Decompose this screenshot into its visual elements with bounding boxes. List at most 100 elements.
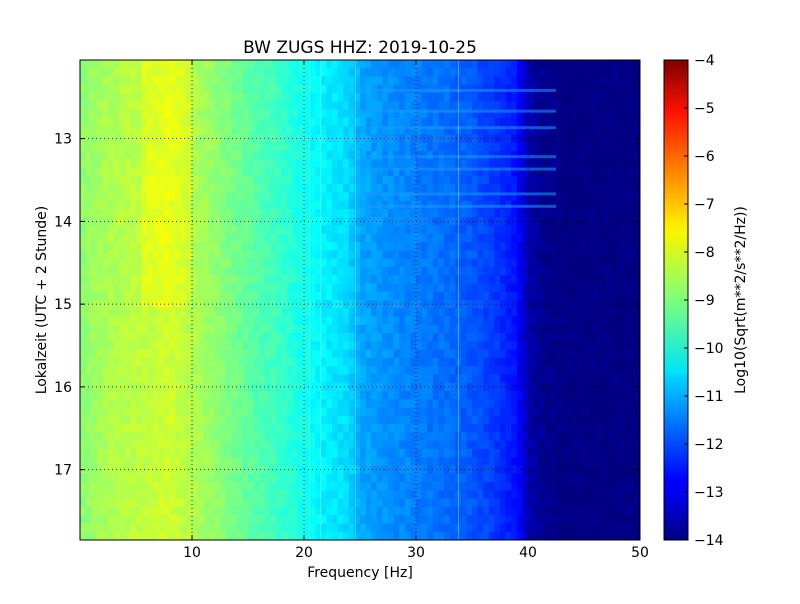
heatmap-cell xyxy=(236,415,243,425)
heatmap-cell xyxy=(628,440,635,450)
heatmap-cell xyxy=(220,349,227,359)
heatmap-cell xyxy=(337,184,344,194)
heatmap-cell xyxy=(500,175,507,185)
heatmap-cell xyxy=(516,60,523,69)
heatmap-cell xyxy=(147,349,154,359)
heatmap-cell xyxy=(488,333,495,342)
heatmap-cell xyxy=(522,93,529,102)
heatmap-cell xyxy=(337,266,344,276)
heatmap-cell xyxy=(292,432,299,442)
heatmap-cell xyxy=(410,391,417,400)
heatmap-cell xyxy=(96,275,103,285)
heatmap-cell xyxy=(315,93,322,102)
heatmap-cell xyxy=(488,399,495,409)
heatmap-cell xyxy=(477,415,484,425)
heatmap-cell xyxy=(371,432,378,442)
heatmap-cell xyxy=(208,291,215,301)
heatmap-cell xyxy=(382,225,389,235)
heatmap-cell xyxy=(584,167,591,177)
heatmap-cell xyxy=(449,60,456,69)
heatmap-cell xyxy=(533,291,540,301)
heatmap-cell xyxy=(236,349,243,359)
heatmap-cell xyxy=(113,167,120,177)
heatmap-cell xyxy=(225,225,232,235)
heatmap-cell xyxy=(595,324,602,334)
heatmap-cell xyxy=(236,233,243,243)
heatmap-cell xyxy=(315,242,322,251)
heatmap-cell xyxy=(477,366,484,376)
heatmap-cell xyxy=(264,84,271,94)
heatmap-cell xyxy=(192,424,199,434)
heatmap-cell xyxy=(220,357,227,367)
heatmap-cell xyxy=(360,349,367,359)
heatmap-cell xyxy=(236,308,243,318)
heatmap-cell xyxy=(231,366,238,376)
heatmap-cell xyxy=(108,175,115,185)
heatmap-cell xyxy=(175,242,182,251)
heatmap-cell xyxy=(186,68,193,78)
heatmap-cell xyxy=(186,134,193,144)
heatmap-cell xyxy=(108,151,115,160)
heatmap-cell xyxy=(119,440,126,450)
heatmap-cell xyxy=(197,291,204,301)
heatmap-cell xyxy=(287,93,294,102)
heatmap-cell xyxy=(438,68,445,78)
heatmap-cell xyxy=(343,333,350,342)
heatmap-cell xyxy=(270,159,277,169)
heatmap-cell xyxy=(119,333,126,342)
heatmap-cell xyxy=(130,457,137,467)
heatmap-cell xyxy=(404,175,411,185)
heatmap-cell xyxy=(348,192,355,202)
heatmap-cell xyxy=(152,440,159,450)
heatmap-cell xyxy=(186,316,193,326)
heatmap-cell xyxy=(320,200,327,210)
heatmap-cell xyxy=(208,225,215,235)
heatmap-cell xyxy=(298,308,305,318)
heatmap-cell xyxy=(623,117,630,127)
heatmap-cell xyxy=(348,341,355,351)
heatmap-cell xyxy=(600,275,607,285)
heatmap-cell xyxy=(186,308,193,318)
heatmap-cell xyxy=(231,200,238,210)
heatmap-cell xyxy=(203,101,210,111)
heatmap-cell xyxy=(203,84,210,94)
heatmap-cell xyxy=(304,76,311,86)
heatmap-cell xyxy=(315,415,322,425)
heatmap-cell xyxy=(421,349,428,359)
heatmap-cell xyxy=(147,93,154,102)
heatmap-cell xyxy=(556,316,563,326)
heatmap-cell xyxy=(634,415,640,425)
heatmap-cell xyxy=(80,283,87,293)
heatmap-cell xyxy=(466,184,473,194)
heatmap-cell xyxy=(298,333,305,342)
heatmap-cell xyxy=(96,217,103,227)
heatmap-cell xyxy=(511,250,518,260)
heatmap-cell xyxy=(494,167,501,177)
heatmap-cell xyxy=(360,142,367,152)
heatmap-cell xyxy=(416,432,423,442)
heatmap-cell xyxy=(231,382,238,392)
heatmap-cell xyxy=(130,391,137,400)
heatmap-cell xyxy=(124,159,131,169)
heatmap-cell xyxy=(348,93,355,102)
heatmap-cell xyxy=(298,242,305,251)
heatmap-cell xyxy=(416,266,423,276)
heatmap-cell xyxy=(494,101,501,111)
heatmap-cell xyxy=(136,159,143,169)
heatmap-cell xyxy=(96,258,103,268)
heatmap-cell xyxy=(220,250,227,260)
heatmap-cell xyxy=(203,68,210,78)
heatmap-cell xyxy=(444,465,451,475)
heatmap-cell xyxy=(455,242,462,251)
heatmap-cell xyxy=(348,126,355,136)
heatmap-cell xyxy=(578,399,585,409)
heatmap-cell xyxy=(376,217,383,227)
heatmap-cell xyxy=(404,291,411,301)
heatmap-cell xyxy=(528,341,535,351)
heatmap-cell xyxy=(141,308,148,318)
heatmap-cell xyxy=(472,440,479,450)
heatmap-cell xyxy=(612,399,619,409)
heatmap-cell xyxy=(80,349,87,359)
heatmap-cell xyxy=(259,324,266,334)
heatmap-cell xyxy=(253,366,260,376)
